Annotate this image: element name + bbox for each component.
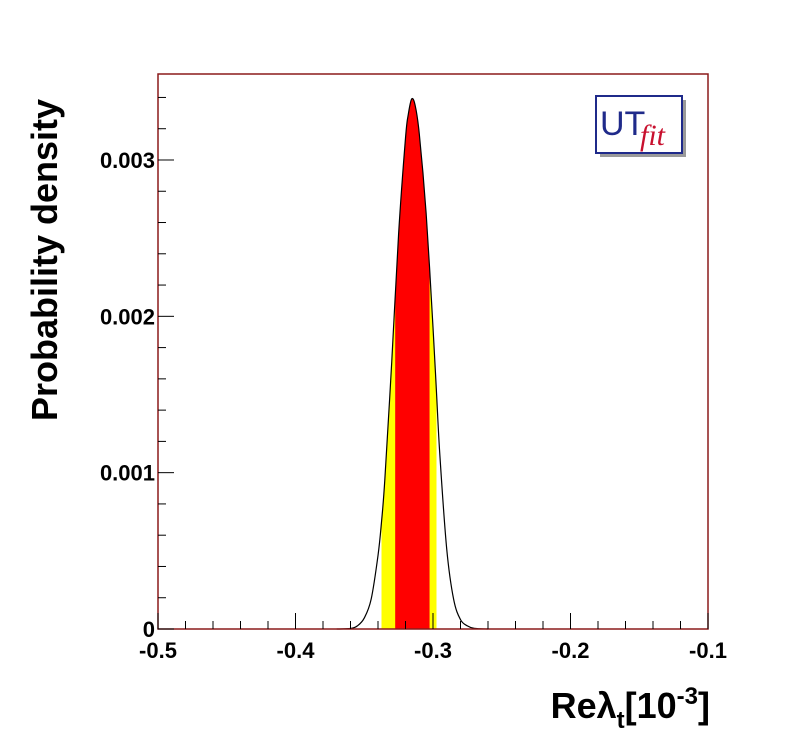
density-curve <box>336 97 489 630</box>
x-tick-label: -0.4 <box>277 638 316 663</box>
logo-box <box>595 95 683 154</box>
band-68-region <box>395 98 430 629</box>
y-tick-label: 0.002 <box>100 304 155 329</box>
x-axis-title-unit-open: [10 <box>625 685 677 726</box>
plot-area <box>336 97 489 630</box>
x-tick-label: -0.5 <box>139 638 177 663</box>
logo-text-ut: UT <box>600 105 645 143</box>
y-tick-label: 0 <box>143 617 155 642</box>
x-axis-title-unit-close: ] <box>698 685 710 726</box>
y-tick-label: 0.003 <box>100 148 155 173</box>
x-tick-label: -0.3 <box>414 638 452 663</box>
x-tick-label: -0.1 <box>689 638 727 663</box>
logo-text-fit: fit <box>640 119 666 152</box>
axes: -0.5 -0.4 -0.3 -0.2 -0.1 0 0.001 0.002 0.003 <box>100 73 727 663</box>
x-tick-label: -0.2 <box>552 638 590 663</box>
x-axis-title-exponent: -3 <box>677 683 698 710</box>
x-axis-title: Reλt[10-3] <box>551 683 710 734</box>
utfit-logo: UT fit <box>595 95 686 157</box>
y-axis-title: Probability density <box>24 99 65 421</box>
y-tick-label: 0.001 <box>100 461 155 486</box>
x-axis-title-main: Reλ <box>551 685 617 726</box>
x-axis-title-subscript: t <box>617 707 625 734</box>
